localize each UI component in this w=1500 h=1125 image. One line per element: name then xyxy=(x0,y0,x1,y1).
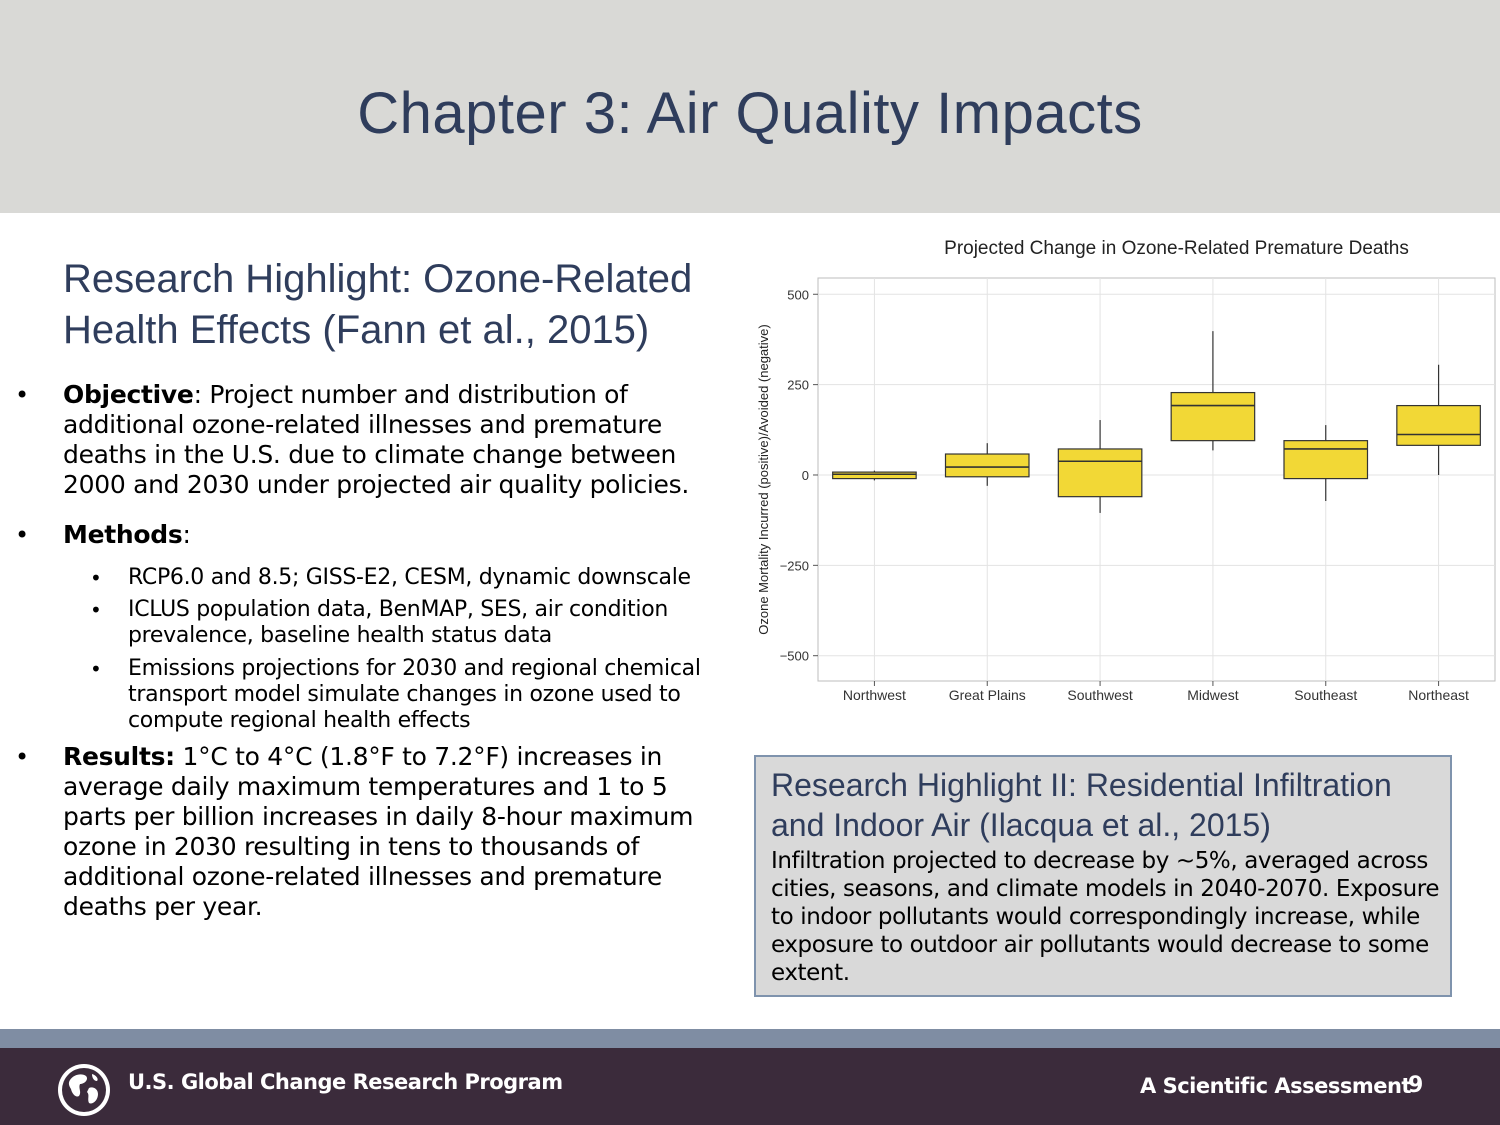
box-southeast xyxy=(1283,440,1369,480)
methods-label: Methods xyxy=(63,520,183,549)
box-great-plains xyxy=(944,453,1030,478)
box-southwest xyxy=(1057,448,1143,498)
x-tick-label: Northeast xyxy=(1408,687,1469,703)
footer-org: U.S. Global Change Research Program xyxy=(128,1070,563,1094)
y-axis-label: Ozone Mortality Incurred (positive)/Avoi… xyxy=(756,324,771,634)
x-tick-label: Southwest xyxy=(1067,687,1132,703)
title-band: Chapter 3: Air Quality Impacts xyxy=(0,0,1500,213)
x-tick-label: Great Plains xyxy=(949,687,1026,703)
methods-suffix: : xyxy=(182,520,191,549)
objective-label: Objective xyxy=(63,380,194,409)
page-number: 9 xyxy=(1408,1073,1424,1098)
highlight2-title: Research Highlight II: Residential Infil… xyxy=(771,767,1392,843)
y-tick-label: −250 xyxy=(780,558,809,573)
y-tick-label: 500 xyxy=(787,287,809,302)
methods-bullet: Methods: xyxy=(15,520,733,550)
methods-item: RCP6.0 and 8.5; GISS-E2, CESM, dynamic d… xyxy=(90,565,728,591)
results-label: Results: xyxy=(63,742,175,771)
x-tick-label: Northwest xyxy=(843,687,906,703)
box-northeast xyxy=(1396,404,1481,446)
x-tick-label: Midwest xyxy=(1187,687,1238,703)
highlight2-box: Research Highlight II: Residential Infil… xyxy=(754,755,1452,997)
boxplot-chart: 500 250 0 −250 −500 Northwest Great Plains Sout… xyxy=(748,228,1500,718)
highlight2-body: Infiltration projected to decrease by ~5… xyxy=(771,848,1440,986)
results-bullet: Results: 1°C to 4°C (1.8°F to 7.2°F) inc… xyxy=(15,742,733,922)
plot-panel xyxy=(817,277,1496,682)
chart-svg: 500 250 0 −250 −500 Northwest Great Plains Sout… xyxy=(756,238,1496,703)
highlight-title: Research Highlight: Ozone-Related Health… xyxy=(63,257,693,352)
slide-title: Chapter 3: Air Quality Impacts xyxy=(357,81,1143,146)
globe-icon xyxy=(58,1064,110,1116)
box-midwest xyxy=(1170,391,1256,442)
y-tick-label: 0 xyxy=(802,468,809,483)
methods-item: Emissions projections for 2030 and regio… xyxy=(90,656,728,734)
y-tick-label: 250 xyxy=(787,378,809,393)
objective-bullet: Objective: Project number and distributi… xyxy=(15,380,733,500)
chart-title: Projected Change in Ozone-Related Premat… xyxy=(944,238,1409,259)
footer-stripe xyxy=(0,1029,1500,1048)
objective-text: : Project number and distribution of add… xyxy=(63,380,690,499)
methods-item: ICLUS population data, BenMAP, SES, air … xyxy=(90,597,728,649)
box-northwest xyxy=(832,471,917,480)
results-text: 1°C to 4°C (1.8°F to 7.2°F) increases in… xyxy=(63,742,694,921)
footer: U.S. Global Change Research Program A Sc… xyxy=(0,1048,1500,1125)
y-tick-label: −500 xyxy=(780,649,809,664)
footer-tagline: A Scientific Assessment xyxy=(1140,1074,1411,1098)
x-tick-label: Southeast xyxy=(1294,687,1357,703)
